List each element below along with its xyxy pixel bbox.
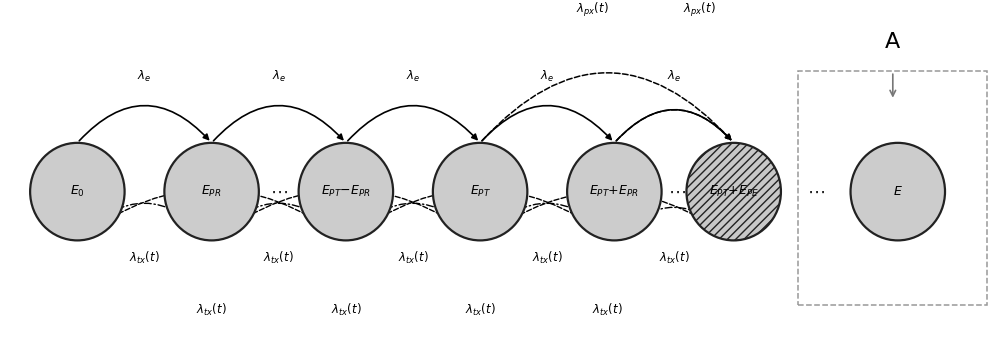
- FancyArrowPatch shape: [349, 189, 612, 239]
- FancyArrowPatch shape: [79, 106, 208, 141]
- Text: $\lambda_{px}(t)$: $\lambda_{px}(t)$: [576, 1, 608, 19]
- FancyArrowPatch shape: [616, 110, 731, 141]
- Text: $\lambda_{tx}(t)$: $\lambda_{tx}(t)$: [465, 302, 495, 318]
- Text: $E_0$: $E_0$: [70, 184, 85, 199]
- FancyArrowPatch shape: [81, 189, 344, 239]
- Ellipse shape: [30, 143, 125, 240]
- Ellipse shape: [433, 143, 527, 240]
- Text: $E_{PR}$: $E_{PR}$: [201, 184, 222, 199]
- Ellipse shape: [164, 143, 259, 240]
- Text: $\lambda_e$: $\lambda_e$: [272, 69, 286, 84]
- Text: $\lambda_e$: $\lambda_e$: [540, 69, 554, 84]
- Ellipse shape: [299, 143, 393, 240]
- FancyArrowPatch shape: [482, 106, 611, 141]
- Text: $\lambda_{tx}(t)$: $\lambda_{tx}(t)$: [532, 250, 563, 266]
- Text: $\cdots$: $\cdots$: [668, 183, 686, 201]
- FancyArrowPatch shape: [215, 189, 478, 239]
- FancyArrowPatch shape: [484, 192, 731, 239]
- Text: $\lambda_{tx}(t)$: $\lambda_{tx}(t)$: [592, 302, 622, 318]
- Text: $\cdots$: $\cdots$: [807, 183, 825, 201]
- Text: $E$: $E$: [893, 185, 903, 198]
- Text: $\lambda_{tx}(t)$: $\lambda_{tx}(t)$: [331, 302, 361, 318]
- Text: $\lambda_{tx}(t)$: $\lambda_{tx}(t)$: [398, 250, 428, 266]
- Ellipse shape: [567, 143, 662, 240]
- FancyArrowPatch shape: [215, 203, 344, 238]
- Text: $\lambda_e$: $\lambda_e$: [137, 69, 152, 84]
- FancyArrowPatch shape: [349, 203, 478, 238]
- Text: $\lambda_e$: $\lambda_e$: [406, 69, 420, 84]
- Text: $E_{PT}$: $E_{PT}$: [470, 184, 491, 199]
- Text: $\lambda_{tx}(t)$: $\lambda_{tx}(t)$: [129, 250, 160, 266]
- FancyArrowPatch shape: [617, 207, 732, 238]
- Text: $E_{PT}{-}E_{PR}$: $E_{PT}{-}E_{PR}$: [321, 184, 371, 199]
- FancyArrowPatch shape: [616, 110, 731, 141]
- FancyArrowPatch shape: [80, 203, 210, 238]
- Text: $\lambda_{tx}(t)$: $\lambda_{tx}(t)$: [659, 250, 689, 266]
- FancyArrowPatch shape: [483, 203, 612, 238]
- Text: $E_{PT}{+}E_{PR}$: $E_{PT}{+}E_{PR}$: [589, 184, 639, 199]
- Text: A: A: [885, 32, 900, 52]
- Ellipse shape: [686, 143, 781, 240]
- Text: $\lambda_e$: $\lambda_e$: [667, 69, 681, 84]
- FancyArrowPatch shape: [213, 106, 343, 141]
- Text: $\lambda_{tx}(t)$: $\lambda_{tx}(t)$: [263, 250, 294, 266]
- Text: $\lambda_{px}(t)$: $\lambda_{px}(t)$: [683, 1, 715, 19]
- Text: $\cdots$: $\cdots$: [270, 183, 288, 201]
- FancyArrowPatch shape: [482, 73, 731, 141]
- Text: $E_{PT}{+}E_{PE}$: $E_{PT}{+}E_{PE}$: [709, 184, 759, 199]
- Ellipse shape: [851, 143, 945, 240]
- Text: $\lambda_{tx}(t)$: $\lambda_{tx}(t)$: [196, 302, 227, 318]
- FancyArrowPatch shape: [348, 106, 477, 141]
